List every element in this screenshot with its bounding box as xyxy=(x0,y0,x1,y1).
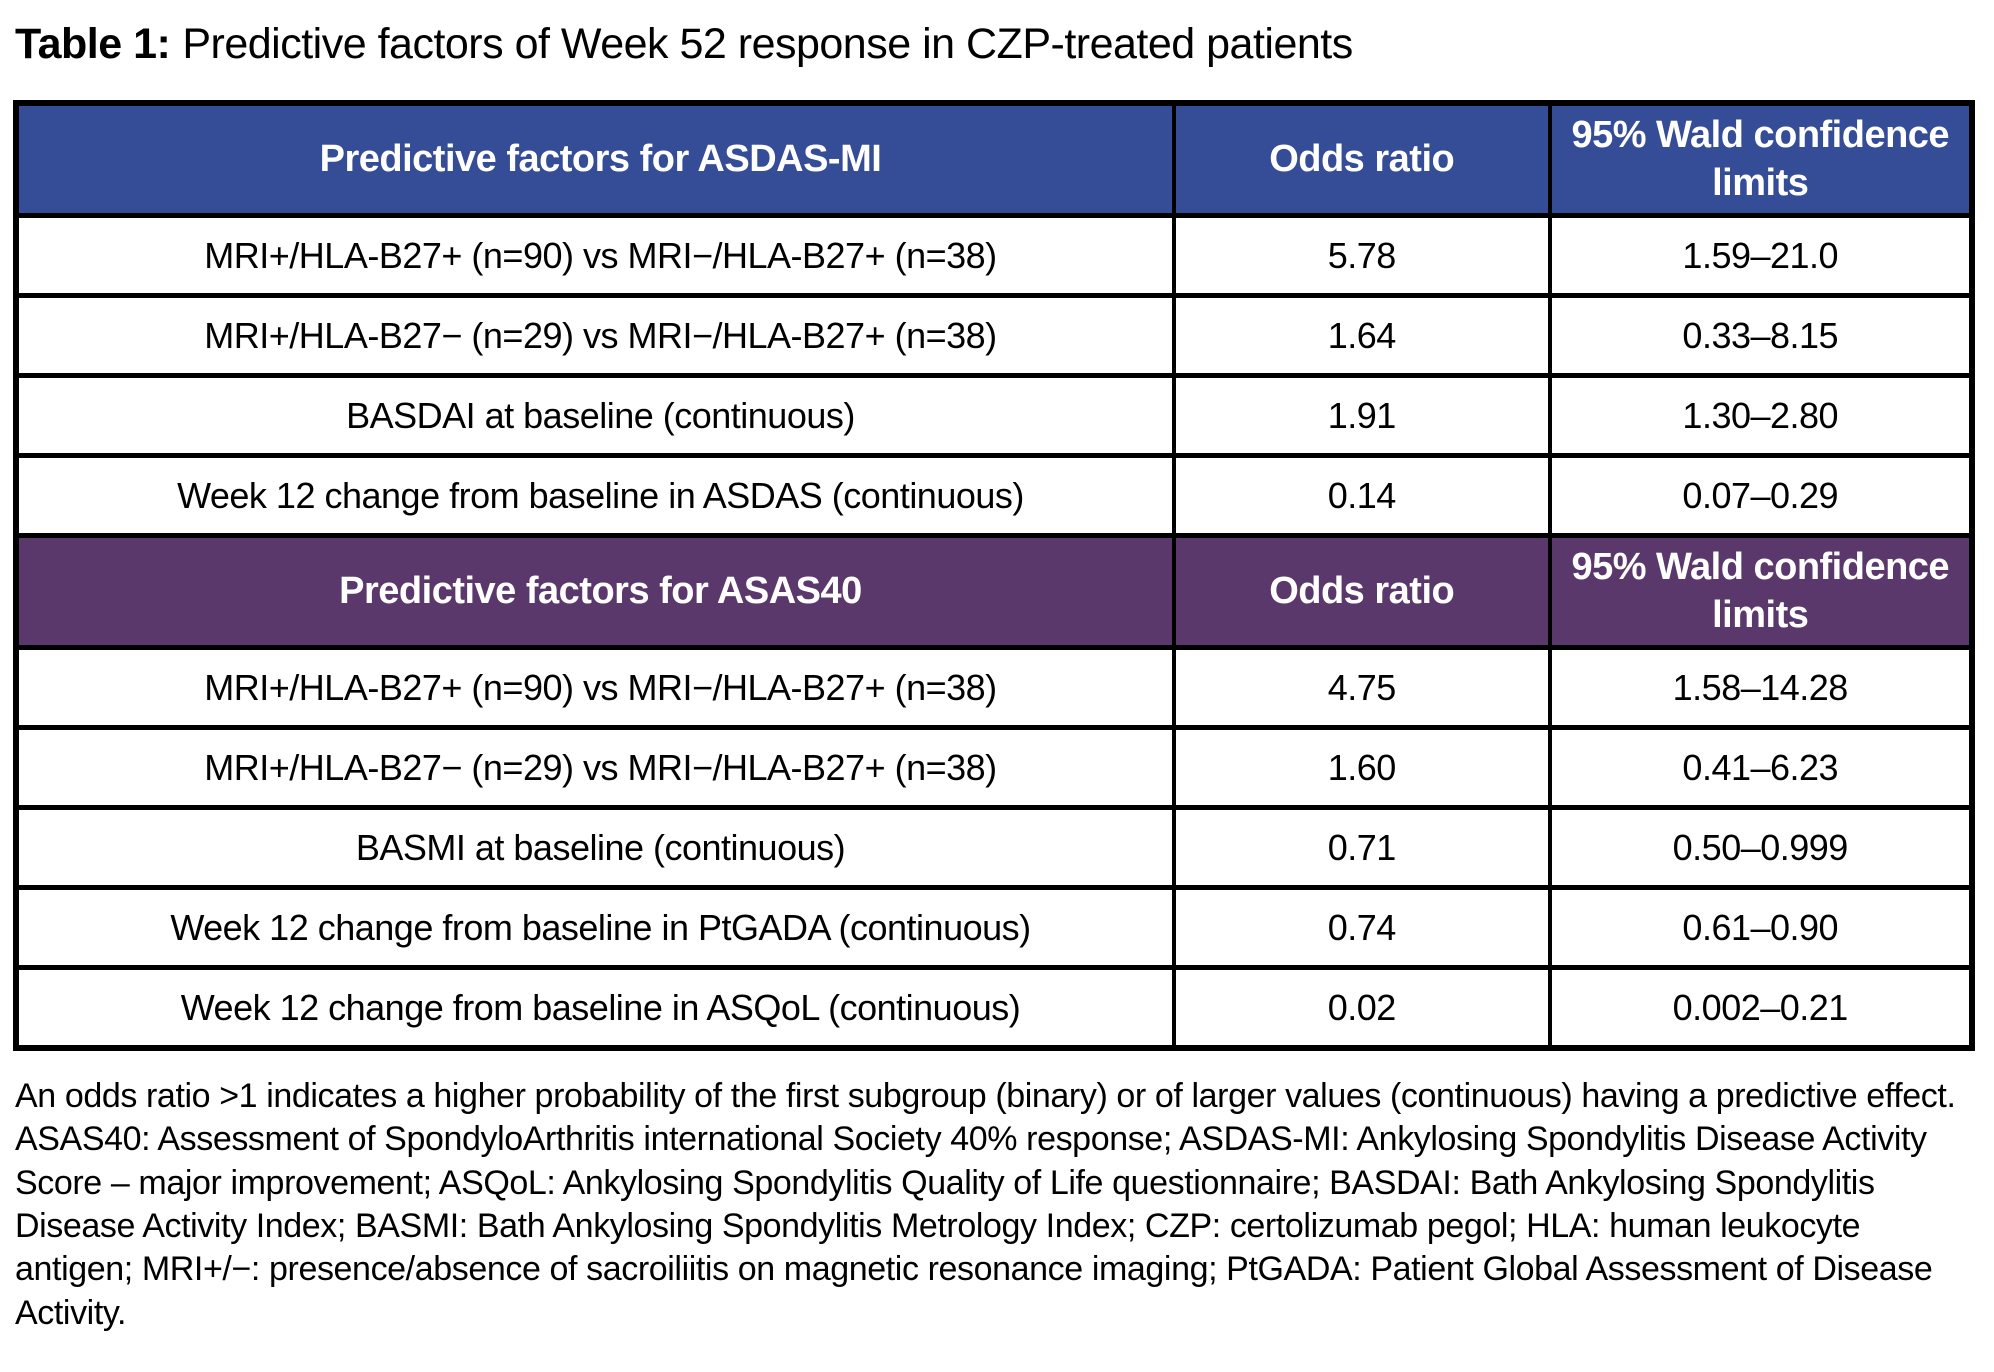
odds-ratio-cell: 5.78 xyxy=(1171,213,1552,299)
factor-cell: Week 12 change from baseline in PtGADA (… xyxy=(14,885,1176,971)
asdas-mi-ci-header: 95% Wald confidence limits xyxy=(1547,100,1974,219)
ci-cell: 0.61–0.90 xyxy=(1547,885,1974,971)
table-caption: Predictive factors of Week 52 response i… xyxy=(182,20,1353,68)
odds-ratio-cell: 0.14 xyxy=(1171,453,1552,539)
ci-cell: 0.07–0.29 xyxy=(1547,453,1974,539)
asdas-mi-odds-ratio-header: Odds ratio xyxy=(1171,100,1552,219)
odds-ratio-cell: 1.64 xyxy=(1171,293,1552,379)
table-row: BASDAI at baseline (continuous) 1.91 1.3… xyxy=(14,373,1974,459)
table-row: MRI+/HLA-B27+ (n=90) vs MRI−/HLA-B27+ (n… xyxy=(14,213,1974,299)
factor-cell: MRI+/HLA-B27+ (n=90) vs MRI−/HLA-B27+ (n… xyxy=(14,213,1176,299)
asas40-odds-ratio-header: Odds ratio xyxy=(1171,533,1552,651)
table-row: MRI+/HLA-B27+ (n=90) vs MRI−/HLA-B27+ (n… xyxy=(14,645,1974,731)
results-table: Predictive factors for ASDAS-MI Odds rat… xyxy=(13,100,1975,1051)
odds-ratio-cell: 0.74 xyxy=(1171,885,1552,971)
ci-cell: 0.41–6.23 xyxy=(1547,725,1974,811)
table-row: Week 12 change from baseline in ASDAS (c… xyxy=(14,453,1974,539)
factor-cell: MRI+/HLA-B27+ (n=90) vs MRI−/HLA-B27+ (n… xyxy=(14,645,1176,731)
table-row: MRI+/HLA-B27− (n=29) vs MRI−/HLA-B27+ (n… xyxy=(14,725,1974,811)
table-row: Week 12 change from baseline in ASQoL (c… xyxy=(14,965,1974,1051)
section-asas40-header-row: Predictive factors for ASAS40 Odds ratio… xyxy=(14,533,1974,651)
factor-cell: Week 12 change from baseline in ASQoL (c… xyxy=(14,965,1176,1051)
ci-cell: 0.33–8.15 xyxy=(1547,293,1974,379)
table-number-label: Table 1: xyxy=(15,20,171,68)
section-asdas-mi-title: Predictive factors for ASDAS-MI xyxy=(14,100,1176,219)
factor-cell: BASMI at baseline (continuous) xyxy=(14,805,1176,891)
ci-cell: 1.30–2.80 xyxy=(1547,373,1974,459)
odds-ratio-cell: 0.71 xyxy=(1171,805,1552,891)
table-row: MRI+/HLA-B27− (n=29) vs MRI−/HLA-B27+ (n… xyxy=(14,293,1974,379)
table-row: BASMI at baseline (continuous) 0.71 0.50… xyxy=(14,805,1974,891)
ci-cell: 0.002–0.21 xyxy=(1547,965,1974,1051)
factor-cell: MRI+/HLA-B27− (n=29) vs MRI−/HLA-B27+ (n… xyxy=(14,293,1176,379)
odds-ratio-cell: 0.02 xyxy=(1171,965,1552,1051)
section-asas40-title: Predictive factors for ASAS40 xyxy=(14,533,1176,651)
ci-cell: 1.59–21.0 xyxy=(1547,213,1974,299)
odds-ratio-cell: 4.75 xyxy=(1171,645,1552,731)
table-row: Week 12 change from baseline in PtGADA (… xyxy=(14,885,1974,971)
section-asdas-mi-header-row: Predictive factors for ASDAS-MI Odds rat… xyxy=(14,100,1974,219)
factor-cell: MRI+/HLA-B27− (n=29) vs MRI−/HLA-B27+ (n… xyxy=(14,725,1176,811)
ci-cell: 1.58–14.28 xyxy=(1547,645,1974,731)
footnote: An odds ratio >1 indicates a higher prob… xyxy=(15,1076,1956,1332)
ci-cell: 0.50–0.999 xyxy=(1547,805,1974,891)
factor-cell: BASDAI at baseline (continuous) xyxy=(14,373,1176,459)
page-title: Table 1: Predictive factors of Week 52 re… xyxy=(15,20,1974,69)
factor-cell: Week 12 change from baseline in ASDAS (c… xyxy=(14,453,1176,539)
asas40-ci-header: 95% Wald confidence limits xyxy=(1547,533,1974,651)
odds-ratio-cell: 1.60 xyxy=(1171,725,1552,811)
odds-ratio-cell: 1.91 xyxy=(1171,373,1552,459)
